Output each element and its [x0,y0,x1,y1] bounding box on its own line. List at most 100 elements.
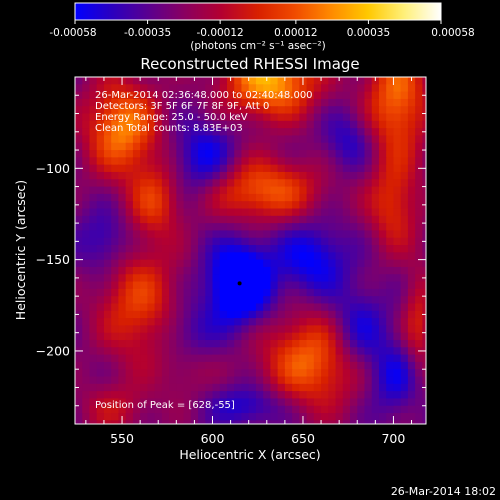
heatmap-cell [176,318,185,326]
heatmap-cell [132,193,141,202]
heatmap-cell [183,157,192,166]
heatmap-cell [378,113,387,122]
heatmap-cell [118,171,127,180]
heatmap-cell [422,179,426,188]
heatmap-cell [125,325,134,334]
heatmap-cell [111,179,120,188]
heatmap-cell [140,230,148,239]
heatmap-cell [183,237,192,246]
heatmap-cell [350,142,358,151]
heatmap-cell [328,201,337,210]
heatmap-cell [277,274,286,283]
heatmap-cell [292,413,300,421]
heatmap-cell [198,310,206,319]
heatmap-cell [103,325,112,334]
heatmap-cell [89,84,98,93]
heatmap-cell [132,201,141,210]
heatmap-cell [154,201,163,210]
heatmap-cell [176,150,185,158]
heatmap-cell [154,142,163,151]
heatmap-cell [125,288,134,297]
heatmap-cell [400,310,409,319]
heatmap-cell [299,150,308,158]
heatmap-cell [82,237,91,246]
heatmap-cell [132,383,141,392]
heatmap-cell [277,347,286,356]
heatmap-cell [132,420,141,424]
heatmap-cell [284,383,293,392]
heatmap-cell [378,420,387,424]
heatmap-cell [219,171,228,180]
heatmap-cell [357,318,366,326]
heatmap-cell [219,266,228,275]
heatmap-cell [407,84,416,93]
heatmap-cell [328,405,337,414]
heatmap-cell [248,259,257,268]
heatmap-cell [350,391,358,400]
heatmap-cell [132,215,141,224]
heatmap-cell [313,237,322,246]
heatmap-cell [357,252,366,261]
heatmap-cell [190,310,199,319]
heatmap-cell [190,339,199,348]
heatmap-cell [335,128,344,137]
heatmap-cell [328,361,337,370]
heatmap-cell [371,376,380,385]
heatmap-cell [125,128,134,137]
heatmap-cell [89,128,98,137]
heatmap-cell [132,91,141,100]
heatmap-cell [386,339,395,348]
heatmap-cell [161,98,170,107]
heatmap-cell [270,98,279,107]
heatmap-cell [407,230,416,239]
peak-marker [237,281,242,286]
heatmap-cell [407,296,416,305]
heatmap-cell [212,245,221,253]
heatmap-cell [342,208,351,217]
heatmap-cell [169,354,177,363]
heatmap-cell [342,405,351,414]
heatmap-cell [89,405,98,414]
heatmap-cell [241,164,250,173]
heatmap-cell [248,398,257,407]
heatmap-cell [357,91,366,100]
heatmap-cell [140,405,148,414]
heatmap-cell [400,98,409,107]
heatmap-cell [176,325,185,334]
heatmap-cell [357,84,366,93]
heatmap-cell [169,120,177,129]
heatmap-cell [357,354,366,363]
heatmap-cell [147,361,156,370]
heatmap-cell [190,157,199,166]
heatmap-cell [328,413,337,421]
heatmap-cell [342,259,351,268]
heatmap-cell [328,98,337,107]
heatmap-cell [321,288,329,297]
heatmap-cell [393,296,402,305]
heatmap-cell [169,237,177,246]
heatmap-cell [241,325,250,334]
heatmap-cell [357,288,366,297]
heatmap-cell [270,420,279,424]
heatmap-cell [284,215,293,224]
heatmap-cell [212,361,221,370]
heatmap-cell [82,318,91,326]
heatmap-cell [306,171,315,180]
heatmap-cell [321,259,329,268]
heatmap-cell [161,252,170,261]
heatmap-cell [96,310,105,319]
heatmap-cell [313,201,322,210]
heatmap-cell [140,325,148,334]
heatmap-cell [335,215,344,224]
heatmap-cell [219,208,228,217]
heatmap-cell [255,420,264,424]
heatmap-cell [386,84,395,93]
heatmap-cell [378,376,387,385]
heatmap-cell [226,405,235,414]
heatmap-cell [103,281,112,290]
heatmap-cell [328,274,337,283]
heatmap-cell [132,113,141,122]
heatmap-cell [284,193,293,202]
heatmap-cell [407,215,416,224]
heatmap-cell [176,310,185,319]
